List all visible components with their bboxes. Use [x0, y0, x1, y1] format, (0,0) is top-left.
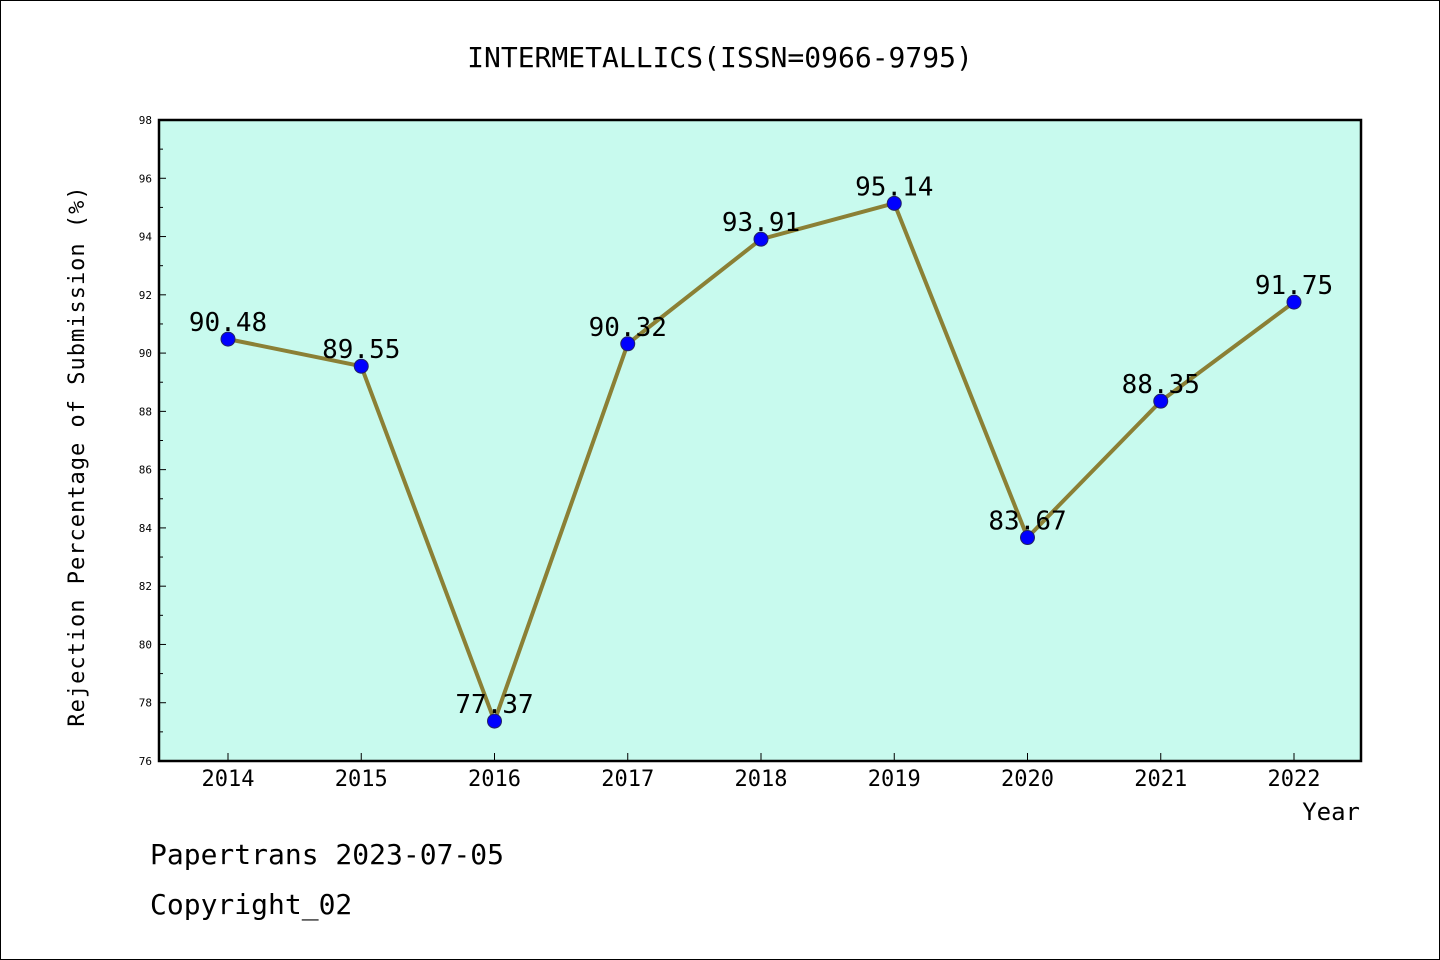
footer-copyright: Copyright_02: [150, 888, 352, 922]
data-point: [487, 713, 502, 729]
data-point: [220, 331, 236, 347]
x-tick-label: 2019: [868, 767, 921, 792]
x-tick-label: 2017: [601, 767, 654, 792]
data-point: [886, 195, 902, 211]
y-axis-label: Rejection Percentage of Submission (%): [65, 185, 90, 726]
data-label: 91.75: [1255, 271, 1333, 301]
y-axis: 76 78 80 82 84 86 88 90 92 94 96 98: [139, 114, 166, 768]
x-tick-label: 2022: [1268, 767, 1321, 792]
data-label: 90.48: [189, 308, 267, 338]
y-tick-label: 76: [139, 755, 152, 768]
x-tick-label: 2020: [1001, 767, 1054, 792]
data-label: 88.35: [1122, 370, 1200, 400]
y-tick-label: 84: [139, 522, 153, 535]
plot-area: [157, 118, 1363, 763]
data-label: 83.67: [988, 507, 1066, 537]
data-point: [620, 336, 636, 352]
data-label: 90.32: [589, 313, 667, 343]
y-tick-label: 94: [139, 231, 153, 244]
y-tick-label: 78: [139, 697, 152, 710]
data-label: 95.14: [855, 172, 933, 202]
x-tick-label: 2016: [468, 767, 521, 792]
y-tick-label: 80: [139, 638, 152, 651]
y-tick-label: 98: [139, 114, 152, 127]
data-labels: 90.48 89.55 77.37 90.32 93.91 95.14 83.67 88.35…: [189, 172, 1333, 720]
data-label: 93.91: [722, 208, 800, 238]
y-tick-label: 90: [139, 347, 152, 360]
x-tick-label: 2014: [202, 767, 255, 792]
x-axis: 2014 2015 2016 2017 2018 2019 2020 2021 2022: [202, 753, 1321, 792]
y-tick-label: 88: [139, 405, 152, 418]
x-tick-label: 2015: [335, 767, 388, 792]
x-axis-label: Year: [1302, 798, 1360, 826]
data-label: 77.37: [455, 690, 533, 720]
data-point: [1020, 530, 1035, 546]
y-tick-label: 92: [139, 289, 152, 302]
data-point: [1286, 294, 1302, 310]
footer-date: Papertrans 2023-07-05: [150, 838, 504, 871]
data-label: 89.55: [322, 335, 400, 365]
y-tick-label: 82: [139, 580, 152, 593]
series-group: [220, 195, 1302, 729]
data-point: [1153, 393, 1169, 409]
chart-title: INTERMETALLICS(ISSN=0966-9795): [467, 41, 973, 74]
y-tick-label: 96: [139, 172, 152, 185]
data-point: [753, 231, 769, 247]
x-tick-label: 2021: [1134, 767, 1187, 792]
x-tick-label: 2018: [735, 767, 788, 792]
y-tick-label: 86: [139, 464, 152, 477]
data-point: [353, 358, 369, 374]
